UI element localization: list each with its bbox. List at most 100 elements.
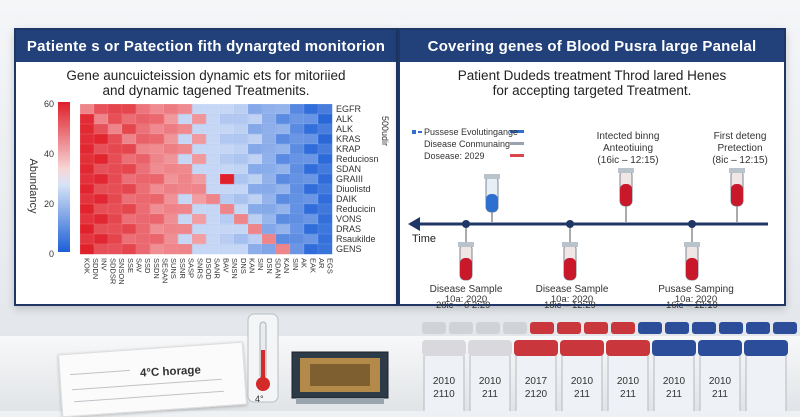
heatmap-cell	[247, 123, 263, 135]
heatmap-cell	[219, 173, 235, 185]
heatmap-cell	[191, 163, 207, 175]
heatmap-cell	[219, 233, 235, 245]
heatmap-cell	[149, 203, 165, 215]
heatmap-cell	[303, 143, 319, 155]
heatmap-cell	[233, 223, 249, 235]
heatmap-cell	[219, 153, 235, 165]
heatmap-cell	[233, 203, 249, 215]
gene-label: VONS	[336, 214, 362, 224]
column-label: INV	[100, 258, 109, 271]
heatmap-cell	[247, 203, 263, 215]
heatmap-cell	[219, 143, 235, 155]
heatmap-cell	[135, 173, 151, 185]
heatmap-cell	[121, 233, 137, 245]
heatmap-cell	[135, 143, 151, 155]
y-tick-label: 40	[44, 149, 54, 159]
heatmap-cell	[107, 203, 123, 215]
heatmap-cell	[219, 113, 235, 125]
heatmap-cell	[121, 203, 137, 215]
heatmap-cell	[233, 193, 249, 205]
heatmap-cell	[289, 183, 305, 195]
heatmap-cell	[289, 223, 305, 235]
heatmap-cell	[93, 163, 109, 175]
heatmap-cell	[261, 203, 277, 215]
bottom-event-2-title: Disease Sample	[536, 284, 609, 295]
heatmap-cell	[205, 183, 221, 195]
heatmap-cell	[317, 183, 333, 195]
heatmap-cell	[149, 173, 165, 185]
heatmap-cell	[163, 213, 179, 225]
heatmap-cell	[303, 203, 319, 215]
heatmap-cell	[219, 203, 235, 215]
heatmap-cell	[107, 233, 123, 245]
heatmap-cell	[163, 193, 179, 205]
heatmap-cell	[149, 133, 165, 145]
heatmap-cell	[93, 153, 109, 165]
heatmap-cell	[79, 203, 95, 215]
heatmap-cell	[177, 123, 193, 135]
heatmap-cell	[275, 193, 291, 205]
heatmap-cell	[79, 103, 95, 115]
heatmap-cell	[79, 123, 95, 135]
bottom-event-3-line3: 16ic – 12:19	[666, 300, 718, 311]
column-label: SIN	[256, 258, 265, 271]
heatmap-cell	[191, 193, 207, 205]
heatmap-cell	[261, 233, 277, 245]
top-event-2-title2: Pretection	[717, 143, 762, 154]
color-scale-bar	[58, 102, 70, 252]
heatmap-cell	[135, 183, 151, 195]
heatmap-cell	[289, 143, 305, 155]
gene-label: ALK	[336, 124, 353, 134]
heatmap-cell	[289, 163, 305, 175]
timeline-subtitle-line1: Patient Dudeds treatment Throd lared Hen…	[457, 68, 727, 83]
legend-label-1: Pussese Evolutingange	[424, 127, 518, 137]
heatmap-cell	[149, 123, 165, 135]
heatmap-cell	[191, 153, 207, 165]
heatmap-cell	[107, 173, 123, 185]
heatmap-cell	[163, 123, 179, 135]
column-label: SAV	[134, 258, 143, 272]
heatmap-cell	[219, 193, 235, 205]
bottom-event-1-line2: 10a: 2020	[445, 294, 487, 304]
heatmap-cell	[275, 133, 291, 145]
heatmap-cell	[233, 143, 249, 155]
heatmap-cell	[177, 223, 193, 235]
heatmap-cell	[205, 243, 221, 255]
column-label: SASP	[187, 258, 196, 278]
gene-label: DAIK	[336, 194, 357, 204]
column-label: SSDN	[152, 258, 161, 279]
heatmap-cell	[93, 123, 109, 135]
heatmap-cell	[121, 223, 137, 235]
heatmap-cell	[177, 173, 193, 185]
heatmap-cell	[79, 243, 95, 255]
legend-swatch-1	[510, 130, 524, 133]
heatmap-cell	[107, 133, 123, 145]
column-label: SDDN	[91, 258, 100, 279]
heatmap-cell	[219, 163, 235, 175]
heatmap-cell	[191, 173, 207, 185]
heatmap-cell	[121, 193, 137, 205]
column-label: SESAN	[161, 258, 170, 283]
column-label: SSD	[143, 258, 152, 274]
heatmap-cell	[121, 123, 137, 135]
heatmap-cell	[163, 243, 179, 255]
heatmap-cell	[247, 103, 263, 115]
heatmap-cell	[163, 133, 179, 145]
column-label: SNRS	[195, 258, 204, 279]
gene-label: KRAP	[336, 144, 361, 154]
heatmap-cell	[275, 103, 291, 115]
heatmap-cell	[205, 123, 221, 135]
heatmap-cell	[247, 173, 263, 185]
heatmap-cell	[233, 163, 249, 175]
heatmap-cell	[289, 203, 305, 215]
legend-swatch-2	[510, 142, 524, 145]
heatmap-cell	[177, 243, 193, 255]
heatmap-cell	[247, 243, 263, 255]
heatmap-cell	[93, 213, 109, 225]
heatmap-cell	[163, 103, 179, 115]
heatmap-cell	[205, 193, 221, 205]
tube-red-bottom-1	[458, 228, 474, 281]
heatmap-cell	[191, 103, 207, 115]
heatmap-cell	[121, 113, 137, 125]
